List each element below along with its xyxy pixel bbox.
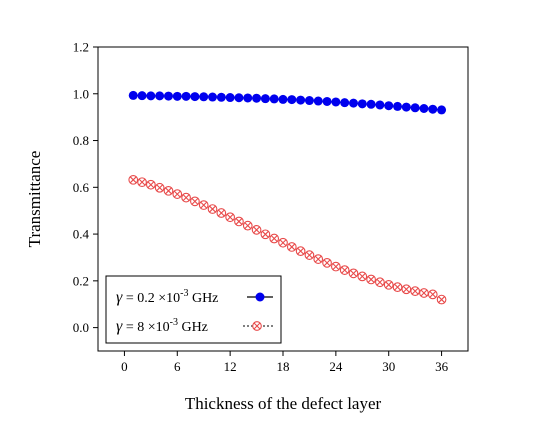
series-1-point [428,104,438,114]
legend-marker-series-2 [252,321,262,331]
x-tick-label: 6 [174,359,181,374]
series-1-point [252,93,262,103]
series-2-point [242,220,253,231]
series-2-point [234,216,244,227]
series-2-point [286,242,297,252]
series-1-point [181,91,191,101]
series-2-point [269,233,280,244]
series-1-point [199,92,209,102]
series-2-point [225,212,235,223]
series-1-point [208,92,218,102]
x-tick-label: 18 [277,359,290,374]
series-1-point [410,103,420,113]
y-tick-label: 0.0 [73,320,89,335]
y-tick-label: 1.2 [73,40,89,55]
series-2-point [348,268,359,279]
series-2-point [366,274,376,285]
series-1-point [401,102,411,112]
series-2-point [198,200,209,210]
series-2-point [383,279,394,290]
series-2-point [172,189,183,199]
series-1-point [313,96,323,106]
x-tick-label: 36 [435,359,449,374]
series-2-point [339,265,350,275]
series-2-point [419,288,429,298]
series-1-point [437,105,447,115]
series-1-point [225,93,235,103]
series-layer [128,90,447,305]
series-2-point [207,204,218,214]
series-2-point [251,225,262,235]
series-1-point [278,94,288,104]
x-tick-label: 0 [121,359,128,374]
series-1-point [128,90,138,100]
series-1-point [322,96,332,106]
series-2-point [216,208,227,218]
series-2-point [260,229,271,240]
series-1-point [216,92,226,102]
series-2-point [304,250,315,260]
axis-ticks: 0 6 12 18 24 30 36 0.0 0.2 0.4 0.6 0.8 1.0 1.2 [73,40,449,375]
series-2-point [137,177,147,188]
series-2-point [295,246,306,256]
x-axis-title: Thickness of the defect layer [185,394,382,413]
series-2-point [331,261,341,272]
legend-label-series-2: γ = 8 ×10-3 GHz [116,317,208,335]
series-1-point [366,99,376,109]
series-2-point [427,289,438,300]
y-tick-label: 0.4 [73,227,90,242]
series-2-point [357,271,368,282]
y-tick-label: 0.2 [73,273,89,288]
series-1-point [172,91,182,101]
series-2-point [375,277,385,288]
series-1-point [155,91,165,101]
series-1-point [348,98,358,108]
series-1-point [146,91,156,101]
series-1-point [304,96,314,106]
y-tick-label: 0.8 [73,133,89,148]
series-1-point [393,101,403,111]
legend: γ = 0.2 ×10-3 GHz γ = 8 ×10-3 GHz [105,275,282,344]
series-2-point [410,286,420,296]
series-1-point [260,94,270,104]
x-tick-label: 24 [329,359,343,374]
series-2-point [181,192,191,203]
series-1-point [340,98,350,108]
series-1-point [357,99,367,109]
x-tick-label: 12 [224,359,237,374]
series-1-point [269,94,279,104]
x-tick-label: 30 [382,359,395,374]
series-1-point [296,95,306,105]
legend-box [105,275,282,344]
series-1-point [190,92,200,102]
series-2-point [322,257,332,268]
series-1-point [375,100,385,110]
y-tick-label: 0.6 [73,180,90,195]
series-2-point [436,294,447,305]
y-tick-label: 1.0 [73,86,89,101]
series-1-point [419,104,429,114]
legend-marker-series-1 [255,292,265,302]
series-1-point [234,93,244,103]
series-1-point [137,91,147,101]
series-2-point [146,179,156,190]
series-1-point [331,97,341,107]
series-2-point [154,182,165,193]
series-1-point [163,91,173,101]
y-axis-title: Transmittance [25,151,44,248]
series-1-point [287,95,297,105]
series-2-point [163,185,174,196]
legend-label-series-1: γ = 0.2 ×10-3 GHz [116,288,218,306]
series-2-point [190,196,200,207]
series-2-point [128,174,139,185]
series-1-point [384,101,394,111]
series-2-point [278,237,288,248]
series-1-point [243,93,253,103]
series-2-point [392,282,403,293]
series-2-point [401,284,412,295]
series-2-point [313,254,324,264]
